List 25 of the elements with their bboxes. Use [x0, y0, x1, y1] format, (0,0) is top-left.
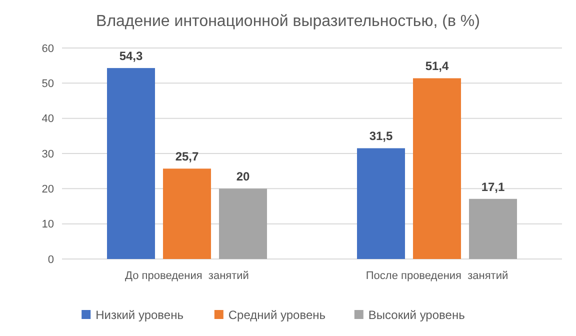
bar	[107, 68, 155, 259]
y-tick-label: 60	[42, 42, 54, 55]
data-label: 20	[236, 170, 250, 184]
bar	[163, 168, 211, 259]
bar	[219, 188, 267, 259]
x-tick-label: После проведения занятий	[366, 270, 508, 282]
y-tick-label: 50	[42, 78, 54, 90]
y-tick-label: 30	[42, 148, 54, 160]
data-label: 25,7	[175, 150, 199, 164]
x-tick-label: До проведения занятий	[125, 270, 249, 282]
data-label: 51,4	[425, 59, 449, 74]
data-label: 54,3	[119, 49, 143, 64]
legend-label: Высокий уровень	[368, 308, 465, 322]
chart-title: Владение интонационной выразительностью, (в %)	[96, 13, 480, 30]
data-label: 31,5	[369, 129, 393, 144]
y-tick-label: 0	[48, 254, 54, 266]
bar	[357, 148, 405, 259]
bar	[413, 78, 461, 259]
data-label: 17,1	[481, 180, 505, 194]
y-tick-label: 20	[42, 184, 54, 196]
legend-label: Низкий уровень	[96, 308, 184, 322]
y-tick-label: 10	[42, 218, 54, 231]
y-tick-label: 40	[42, 113, 54, 126]
bar	[469, 198, 517, 259]
legend-label: Средний уровень	[228, 308, 326, 322]
